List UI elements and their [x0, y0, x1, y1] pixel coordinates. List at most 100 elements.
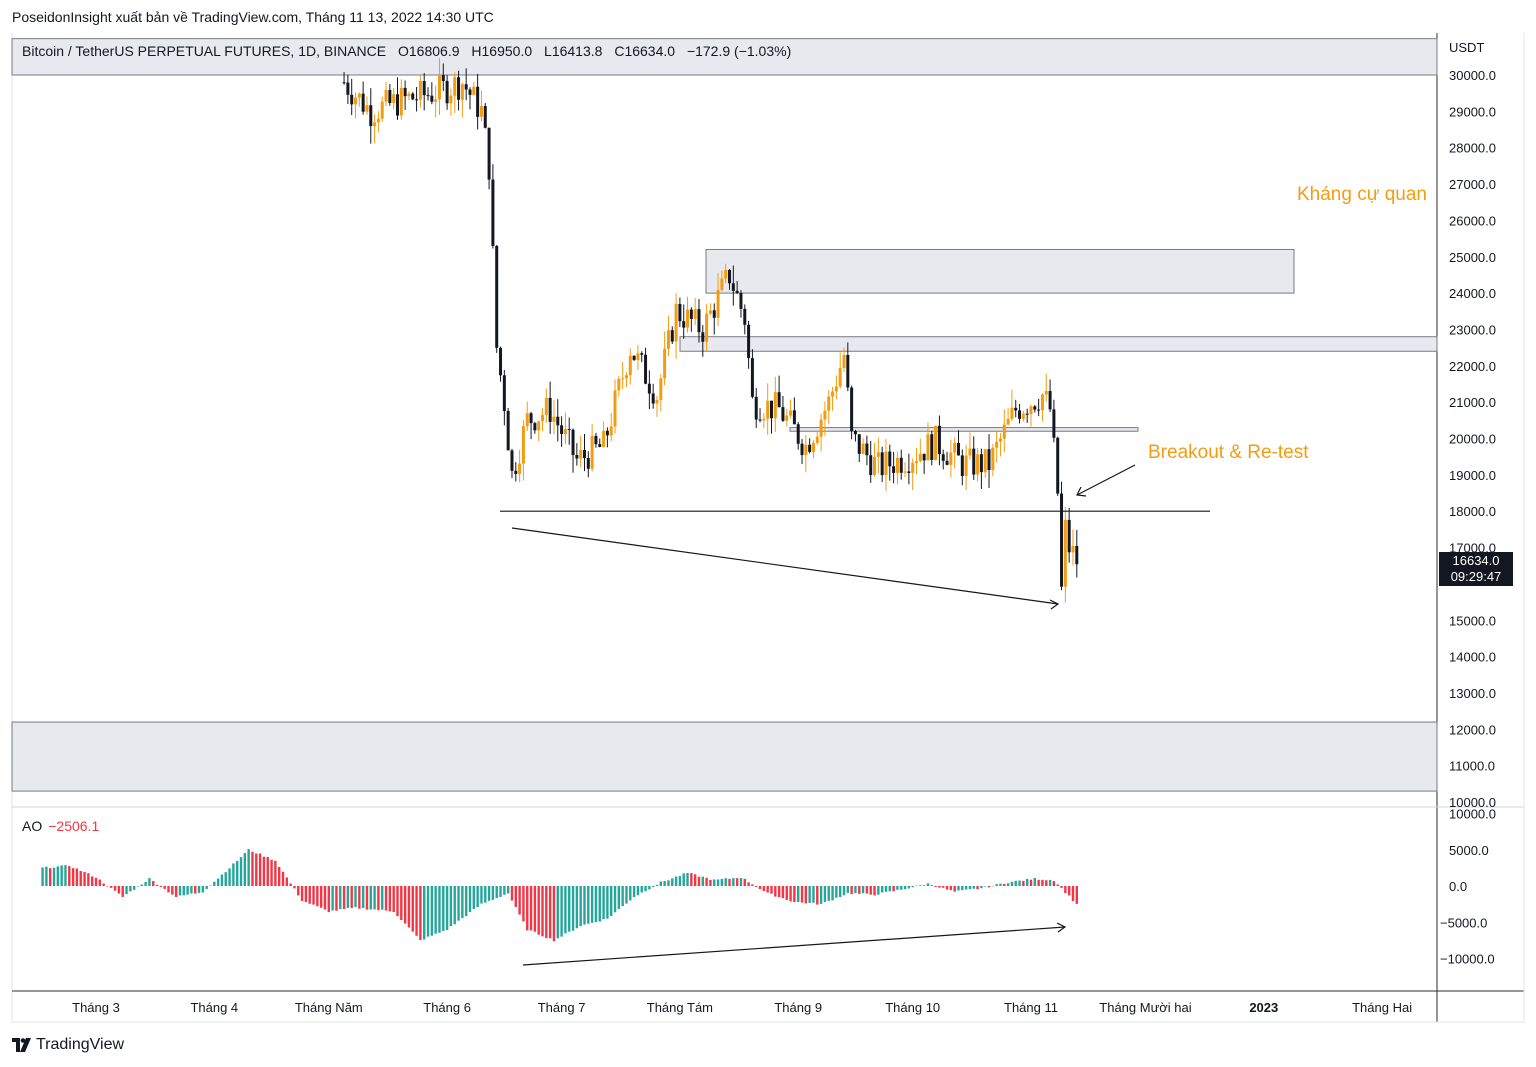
candle-body	[567, 429, 571, 431]
candle-body	[697, 309, 701, 333]
candle	[495, 244, 499, 353]
ao-bar	[594, 886, 598, 923]
ao-bar	[167, 886, 170, 893]
ao-bar	[678, 876, 682, 886]
candle	[1040, 393, 1044, 422]
ao-bar	[682, 873, 685, 886]
candle-body	[502, 375, 506, 411]
candle	[460, 82, 464, 118]
candle	[960, 449, 964, 486]
ao-bar	[132, 886, 136, 890]
price-tick-label: 13000.0	[1449, 686, 1496, 701]
ao-bar	[453, 886, 456, 925]
candle	[563, 412, 567, 444]
candle-body	[670, 330, 674, 342]
candle	[529, 411, 533, 440]
ao-bar	[56, 866, 60, 886]
ao-bar	[510, 886, 514, 901]
candle-body	[594, 435, 598, 445]
ao-bar	[602, 886, 605, 920]
ao-bar	[934, 886, 937, 887]
ao-bar	[693, 874, 697, 886]
candle-body	[846, 355, 850, 388]
ao-bar	[606, 886, 609, 919]
ao-bar	[45, 866, 48, 886]
ao-bar	[636, 886, 640, 896]
price-axis[interactable]: USDT 30000.0 29000.0 28000.0 27000.0 26000.0 2…	[1449, 40, 1496, 810]
retest-arrowhead	[1076, 486, 1087, 497]
candle	[1048, 379, 1052, 413]
candle-body	[716, 289, 720, 318]
candle-body	[750, 358, 754, 397]
candle-body	[823, 410, 827, 420]
candle-body	[552, 416, 556, 422]
candle	[991, 443, 995, 477]
ao-bar	[1067, 886, 1071, 896]
ao-axis[interactable]: 10000.0 5000.0 0.0 −5000.0 −10000.0	[1440, 807, 1496, 967]
ao-bar	[503, 886, 506, 895]
ao-bar	[571, 886, 575, 931]
time-axis[interactable]: Tháng 3 Tháng 4 Tháng Năm Tháng 6 Tháng 7 Thá…	[72, 1000, 1412, 1015]
candle-body	[491, 179, 495, 246]
candle	[1018, 403, 1022, 424]
ao-bar	[774, 886, 777, 897]
ao-bar	[613, 886, 617, 913]
ao-bar	[671, 878, 674, 886]
price-tick-label: 28000.0	[1449, 141, 1496, 156]
candle	[686, 296, 690, 333]
candle-body	[724, 270, 728, 279]
candle-body	[743, 308, 747, 325]
candle	[750, 349, 754, 399]
candle	[411, 91, 415, 101]
price-tick-label: 20000.0	[1449, 432, 1496, 447]
candle-body	[651, 393, 655, 404]
ao-bar	[938, 886, 941, 888]
candle	[384, 81, 388, 106]
ao-bar	[762, 886, 766, 891]
candle	[743, 304, 747, 335]
candle-body	[911, 462, 915, 473]
ao-bar	[926, 883, 930, 886]
candle-body	[487, 127, 491, 180]
candle-body	[976, 454, 980, 475]
candle	[758, 408, 762, 423]
candle	[995, 431, 999, 463]
ao-bar	[243, 853, 247, 886]
candle	[918, 438, 922, 463]
ao-bar	[49, 868, 52, 886]
candle-body	[373, 122, 377, 127]
ao-bar	[79, 871, 82, 886]
breakout-annotation: Breakout & Re-test	[1148, 442, 1309, 463]
candle	[357, 92, 361, 107]
ao-bar	[201, 886, 205, 893]
candle-body	[674, 303, 678, 342]
ao-bar	[87, 873, 90, 886]
candle	[663, 331, 667, 386]
ao-bar	[71, 868, 75, 886]
price-tick-label: 12000.0	[1449, 722, 1496, 737]
tradingview-logo[interactable]: TradingView	[12, 1036, 124, 1054]
ao-bar	[281, 871, 285, 886]
high-label: H	[471, 43, 482, 59]
ao-bar	[384, 886, 388, 911]
ao-bar	[209, 885, 212, 887]
candle-body	[892, 466, 896, 473]
publisher-header: PoseidonInsight xuất bản về TradingView.…	[12, 9, 494, 25]
candle	[1010, 389, 1014, 421]
open-label: O	[398, 43, 409, 59]
ao-bar	[732, 878, 735, 886]
ao-bar	[419, 886, 422, 941]
ao-tick-label: −5000.0	[1440, 915, 1487, 930]
candle-body	[998, 438, 1002, 442]
candle	[880, 446, 884, 483]
price-tick-label: 22000.0	[1449, 359, 1496, 374]
candle	[689, 307, 693, 332]
candle	[449, 88, 453, 116]
candle	[487, 127, 491, 190]
candle-body	[434, 99, 438, 102]
price-tick-label: 24000.0	[1449, 286, 1496, 301]
candle-body	[350, 94, 354, 105]
candle	[617, 375, 621, 397]
candle	[979, 448, 983, 489]
